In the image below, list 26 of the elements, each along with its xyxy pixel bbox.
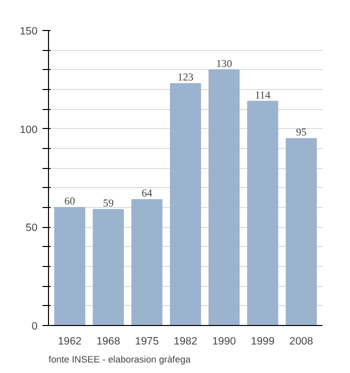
data-label: 114 [254,90,272,102]
bar [170,83,202,326]
bar [286,138,317,326]
x-tick-label: 1968 [96,336,120,348]
x-tick-label: 1990 [212,336,236,348]
bar [247,100,278,326]
bar [131,199,162,326]
x-tick-label: 1982 [174,336,198,348]
data-label: 130 [216,58,232,70]
y-tick-label: 150 [20,26,38,38]
data-label: 95 [296,128,307,139]
data-label: 60 [64,196,76,208]
source-note: fonte INSEE - elaborasion gràfega [48,354,192,364]
x-tick-label: 1962 [58,336,82,348]
bar [54,207,86,326]
data-label: 64 [142,188,153,200]
x-tick-label: 2008 [289,336,314,348]
x-tick-label: 1999 [250,336,275,348]
bar [208,69,240,326]
data-label: 123 [178,72,194,84]
y-tick-label: 50 [26,222,38,234]
y-tick-label: 100 [20,124,38,136]
x-tick-label: 1975 [135,336,159,348]
bar [92,208,124,326]
data-label: 59 [102,198,114,210]
y-tick-label: 0 [32,320,38,332]
